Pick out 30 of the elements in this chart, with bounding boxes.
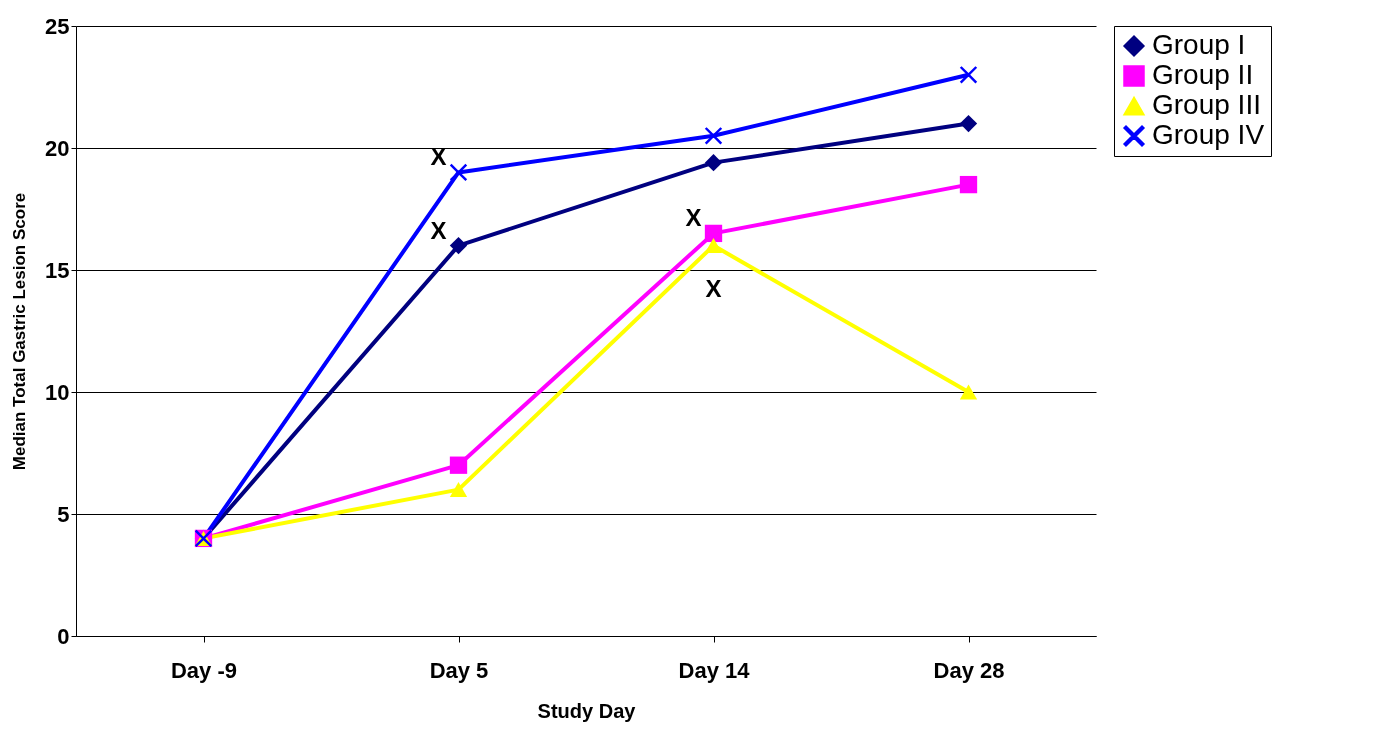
legend-label: Group II	[1152, 59, 1254, 90]
y-tick-label: 10	[45, 379, 70, 405]
point	[704, 127, 723, 145]
x-tick-label: Day 5	[429, 657, 489, 683]
point	[704, 224, 723, 243]
annotation: X	[685, 204, 702, 232]
point	[959, 175, 978, 194]
x-tick-label: Day -9	[170, 657, 238, 683]
annotation: X	[430, 216, 447, 244]
x-axis-title: Study Day	[537, 699, 637, 722]
y-axis-title: Median Total Gastric Lesion Score	[10, 192, 30, 471]
y-tick-label: 20	[45, 135, 70, 161]
y-tick-label: 25	[45, 13, 70, 39]
legend-label: Group III	[1152, 89, 1261, 120]
legend-label: Group I	[1152, 29, 1246, 60]
point	[449, 236, 468, 255]
y-tick-label: 5	[57, 501, 70, 527]
point	[959, 384, 978, 400]
point	[704, 238, 723, 254]
point	[449, 482, 468, 498]
x-tick-label: Day 28	[933, 657, 1005, 683]
point	[704, 153, 723, 172]
point	[959, 114, 978, 133]
annotation: X	[705, 274, 722, 302]
y-tick-label: 0	[57, 623, 70, 649]
point	[959, 66, 978, 84]
point	[449, 456, 468, 474]
y-tick-label: 15	[45, 257, 70, 283]
x-tick-label: Day 14	[678, 657, 751, 683]
legend-label: Group IV	[1152, 119, 1265, 150]
